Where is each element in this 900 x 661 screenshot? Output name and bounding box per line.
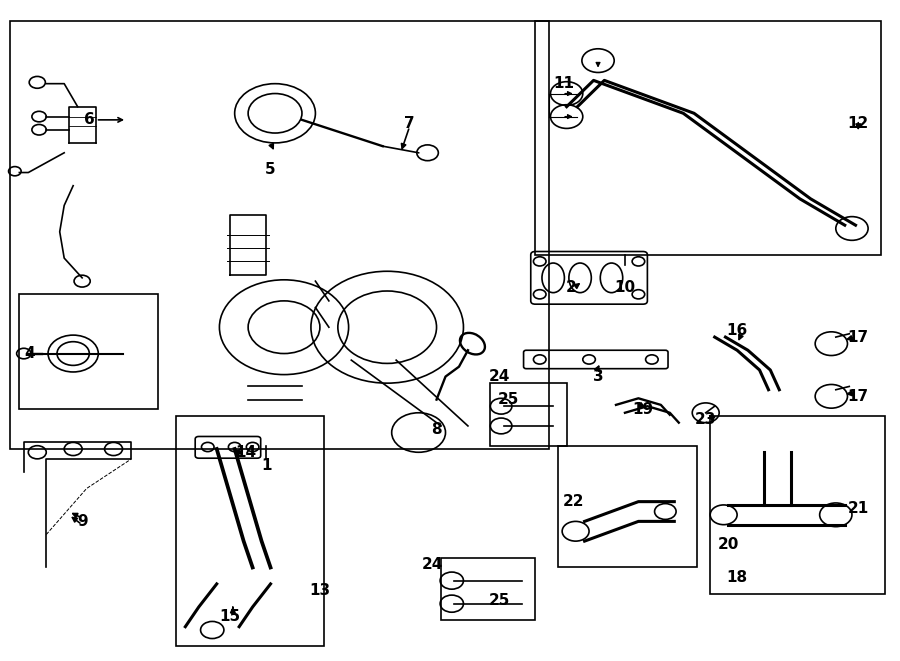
Text: 14: 14 xyxy=(235,445,256,460)
Text: 13: 13 xyxy=(310,583,330,598)
Text: 8: 8 xyxy=(431,422,442,437)
Text: 23: 23 xyxy=(695,412,716,427)
Text: 22: 22 xyxy=(563,494,585,509)
Text: 24: 24 xyxy=(489,369,510,384)
Bar xyxy=(710,416,886,594)
Text: 11: 11 xyxy=(554,76,574,91)
Text: 12: 12 xyxy=(848,116,868,131)
Text: 18: 18 xyxy=(726,570,748,585)
Text: 4: 4 xyxy=(23,346,34,361)
Text: 16: 16 xyxy=(726,323,748,338)
Bar xyxy=(19,294,158,409)
Text: 25: 25 xyxy=(498,392,519,407)
Text: 19: 19 xyxy=(633,402,653,417)
Text: 6: 6 xyxy=(84,112,94,128)
Text: 15: 15 xyxy=(220,609,240,625)
Text: 5: 5 xyxy=(266,162,276,176)
Bar xyxy=(558,446,697,567)
Text: 7: 7 xyxy=(404,116,415,131)
Text: 25: 25 xyxy=(489,593,510,608)
Text: 10: 10 xyxy=(615,280,635,295)
Text: 9: 9 xyxy=(76,514,87,529)
Bar xyxy=(536,21,881,254)
Bar xyxy=(491,383,567,446)
Text: 3: 3 xyxy=(593,369,603,384)
Text: 17: 17 xyxy=(848,330,868,344)
Text: 20: 20 xyxy=(717,537,739,552)
Bar xyxy=(176,416,324,646)
Text: 2: 2 xyxy=(566,280,577,295)
Text: 24: 24 xyxy=(421,557,443,572)
Bar xyxy=(441,558,536,620)
Bar xyxy=(11,21,549,449)
Text: 1: 1 xyxy=(261,458,271,473)
Text: 21: 21 xyxy=(848,501,868,516)
Text: 17: 17 xyxy=(848,389,868,404)
